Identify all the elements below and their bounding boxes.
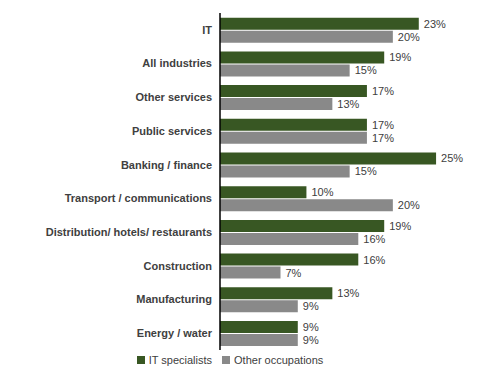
svg-text:10%: 10%: [311, 186, 333, 198]
svg-text:17%: 17%: [372, 132, 394, 144]
svg-text:23%: 23%: [424, 18, 446, 30]
svg-text:IT: IT: [202, 24, 212, 36]
html-text:Other occupations: Other occupations: [234, 354, 324, 366]
svg-text:13%: 13%: [337, 98, 359, 110]
svg-text:Transport / communications: Transport / communications: [65, 192, 212, 204]
svg-text:20%: 20%: [398, 199, 420, 211]
svg-text:9%: 9%: [303, 321, 319, 333]
svg-text:16%: 16%: [363, 254, 385, 266]
html-text:IT specialists: IT specialists: [148, 354, 212, 366]
svg-text:Energy / water: Energy / water: [137, 327, 213, 339]
svg-text:Other services: Other services: [136, 91, 212, 103]
svg-text:7%: 7%: [286, 267, 302, 279]
svg-text:Construction: Construction: [144, 260, 213, 272]
svg-text:16%: 16%: [363, 233, 385, 245]
svg-text:15%: 15%: [355, 64, 377, 76]
svg-text:All industries: All industries: [142, 57, 212, 69]
svg-text:15%: 15%: [355, 165, 377, 177]
svg-text:9%: 9%: [303, 334, 319, 346]
svg-text:25%: 25%: [441, 152, 463, 164]
svg-text:20%: 20%: [398, 31, 420, 43]
svg-text:17%: 17%: [372, 85, 394, 97]
svg-text:17%: 17%: [372, 119, 394, 131]
svg-text:Banking / finance: Banking / finance: [121, 159, 212, 171]
svg-text:13%: 13%: [337, 287, 359, 299]
svg-text:Manufacturing: Manufacturing: [136, 293, 212, 305]
svg-text:19%: 19%: [389, 220, 411, 232]
svg-text:Distribution/ hotels/ restaura: Distribution/ hotels/ restaurants: [46, 226, 212, 238]
svg-text:19%: 19%: [389, 51, 411, 63]
svg-text:Public services: Public services: [132, 125, 212, 137]
svg-text:9%: 9%: [303, 300, 319, 312]
